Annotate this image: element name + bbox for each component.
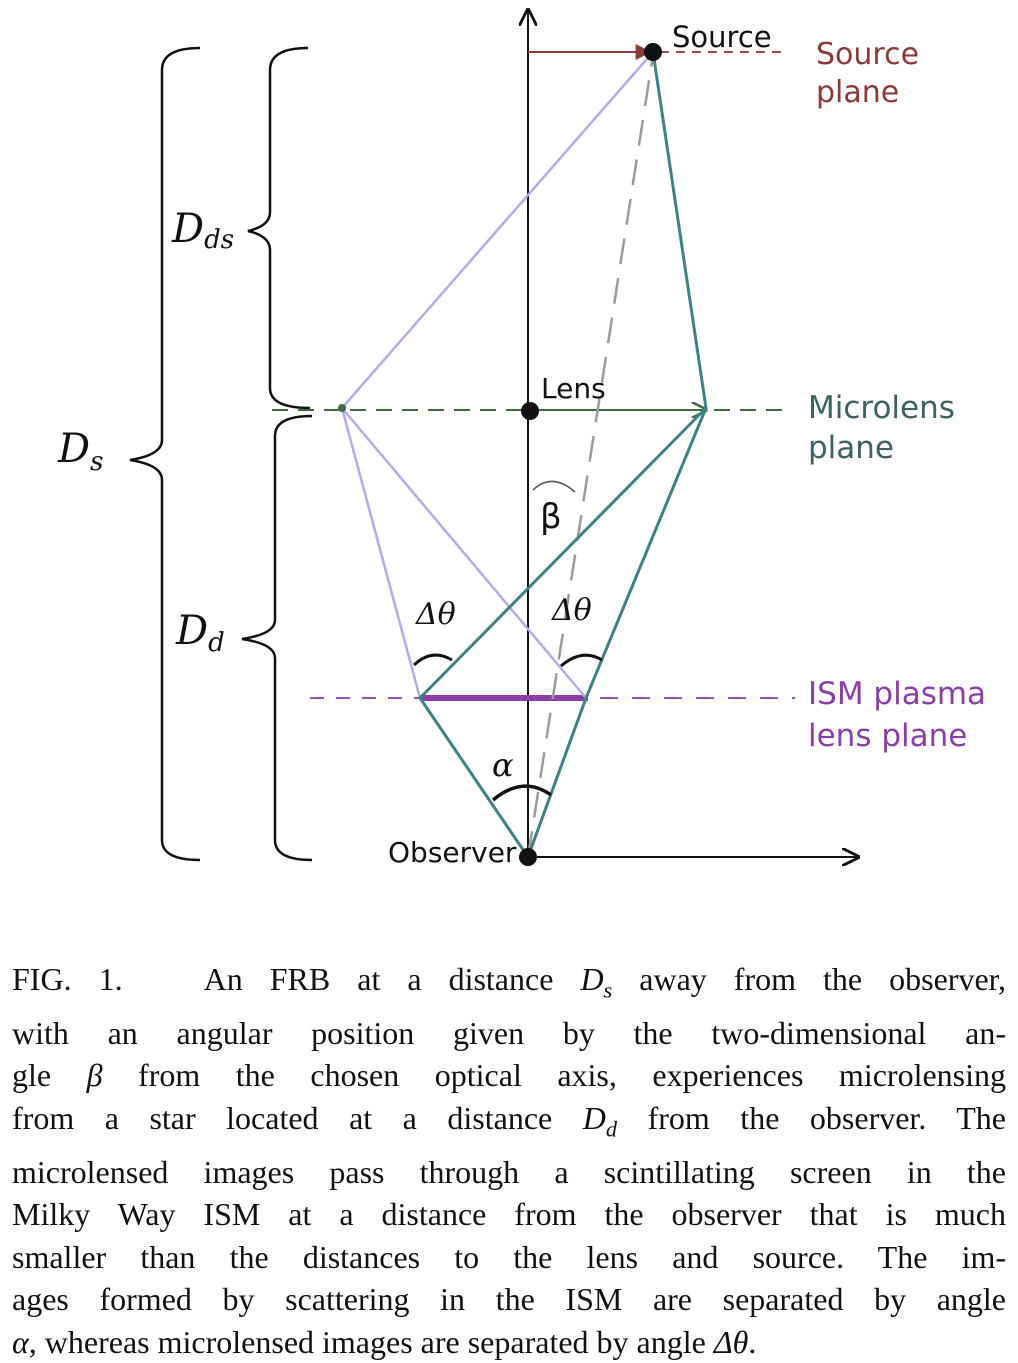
microlens-plane-label-2: plane bbox=[808, 430, 894, 466]
caption-text: microlensed images pass through a scinti… bbox=[12, 1153, 1006, 1190]
caption-line-7: smaller than the distances to the lens a… bbox=[12, 1236, 1006, 1279]
lens-label: Lens bbox=[541, 372, 606, 405]
source-point bbox=[644, 43, 662, 61]
caption-text: smaller than the distances to the lens a… bbox=[12, 1238, 1006, 1275]
caption-text: away from the observer, bbox=[612, 961, 1007, 997]
delta-theta-arc-left bbox=[412, 653, 453, 667]
caption-text: , whereas microlensed images are separat… bbox=[28, 1323, 714, 1360]
observer-point bbox=[519, 848, 537, 866]
beta-arc bbox=[532, 480, 576, 493]
caption-line-4: from a star located at a distance Dd fro… bbox=[12, 1097, 1006, 1151]
d-d-label: Dd bbox=[175, 608, 225, 658]
delta-theta-label-left: Δθ bbox=[415, 597, 456, 632]
brace-d-ds bbox=[247, 46, 311, 410]
caption-line-8: ages formed by scattering in the ISM are… bbox=[12, 1278, 1006, 1321]
microlens-plane-label-1: Microlens bbox=[808, 390, 955, 426]
caption-text: An FRB at a distance bbox=[203, 961, 581, 997]
d-s-label: Ds bbox=[57, 426, 103, 477]
alpha-arc bbox=[491, 784, 553, 802]
d-ds-main: D bbox=[171, 206, 204, 252]
teal-ray-cross bbox=[418, 406, 708, 858]
source-plane-label-2: plane bbox=[816, 75, 899, 110]
brace-d-s bbox=[129, 46, 201, 862]
lens-point bbox=[521, 402, 539, 420]
caption-line-9: α, whereas microlensed images are separa… bbox=[12, 1321, 1006, 1363]
caption-math: Ds bbox=[580, 961, 613, 1003]
caption-text: from a star located at a distance bbox=[12, 1099, 583, 1136]
caption-math: α bbox=[12, 1323, 29, 1360]
caption-text: gle bbox=[12, 1057, 87, 1094]
caption-math: β bbox=[86, 1057, 103, 1094]
caption-math: Dd bbox=[582, 1099, 618, 1142]
alpha-label: α bbox=[492, 746, 514, 784]
caption-line-5: microlensed images pass through a scinti… bbox=[12, 1151, 1006, 1194]
caption-text: . bbox=[748, 1323, 757, 1360]
brace-d-d bbox=[241, 414, 313, 862]
caption-text: with an angular position given by the tw… bbox=[12, 1014, 1006, 1051]
caption-line-3: gle β from the chosen optical axis, expe… bbox=[12, 1054, 1006, 1097]
microlensing-diagram: Source Source plane Lens Microlens plane… bbox=[57, 0, 986, 869]
d-ds-sub: ds bbox=[204, 225, 234, 255]
observer-label: Observer bbox=[388, 836, 517, 869]
lavender-ray-cross bbox=[341, 407, 588, 858]
caption-line-2: with an angular position given by the tw… bbox=[12, 1012, 1006, 1055]
delta-theta-arc-right bbox=[560, 653, 603, 668]
beta-label: β bbox=[540, 497, 562, 537]
caption-text: ages formed by scattering in the ISM are… bbox=[12, 1281, 1006, 1318]
caption-text: from the chosen optical axis, experience… bbox=[102, 1057, 1007, 1094]
figure-caption: FIG. 1. An FRB at a distance Ds away fro… bbox=[12, 958, 1006, 1363]
d-ds-label: Dds bbox=[171, 206, 234, 255]
image-point-left bbox=[338, 404, 346, 412]
ism-plane-label-1: ISM plasma bbox=[808, 676, 986, 712]
ism-plane-label-2: lens plane bbox=[808, 718, 967, 754]
teal-ray-right bbox=[526, 51, 708, 858]
caption-line-1: FIG. 1. An FRB at a distance Ds away fro… bbox=[12, 958, 1006, 1012]
caption-text: from the observer. The bbox=[617, 1099, 1006, 1136]
caption-fig-label: FIG. 1. bbox=[12, 961, 123, 997]
source-plane-label-1: Source bbox=[816, 37, 919, 72]
lavender-ray-left bbox=[340, 51, 654, 858]
caption-math: Δθ bbox=[713, 1323, 749, 1360]
d-s-main: D bbox=[57, 426, 90, 472]
d-d-main: D bbox=[175, 608, 208, 654]
delta-theta-label-right: Δθ bbox=[551, 593, 592, 628]
d-d-sub: d bbox=[208, 628, 225, 658]
caption-line-6: Milky Way ISM at a distance from the obs… bbox=[12, 1193, 1006, 1236]
source-label: Source bbox=[672, 20, 772, 54]
d-s-sub: s bbox=[90, 447, 103, 477]
caption-text: Milky Way ISM at a distance from the obs… bbox=[12, 1196, 1006, 1233]
true-source-direction bbox=[526, 54, 655, 858]
